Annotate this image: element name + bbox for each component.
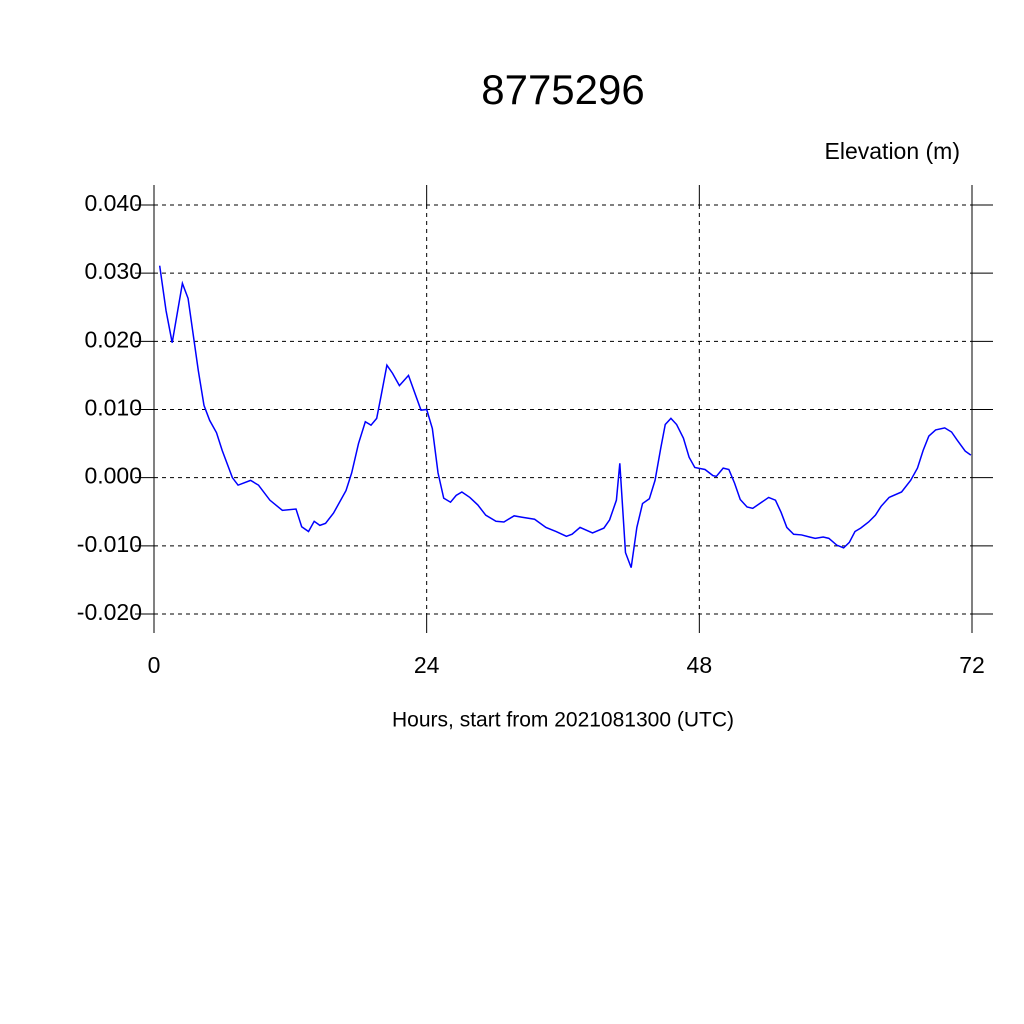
y-tick-label: 0.010 [84,395,142,421]
x-tick-label: 72 [959,652,985,678]
x-axis-label: Hours, start from 2021081300 (UTC) [392,709,734,732]
y-tick-label: -0.010 [77,531,142,557]
y-tick-label: 0.000 [84,463,142,489]
y-axis-label: Elevation (m) [825,138,960,164]
chart-title: 8775296 [481,66,645,113]
line [158,265,972,568]
y-tick-label: -0.020 [77,599,142,625]
y-tick-label: 0.020 [84,326,142,352]
y-tick-label: 0.030 [84,258,142,284]
x-tick-label: 48 [687,652,713,678]
x-tick-label: 24 [414,652,440,678]
x-tick-label: 0 [148,652,161,678]
y-tick-label: 0.040 [84,190,142,216]
